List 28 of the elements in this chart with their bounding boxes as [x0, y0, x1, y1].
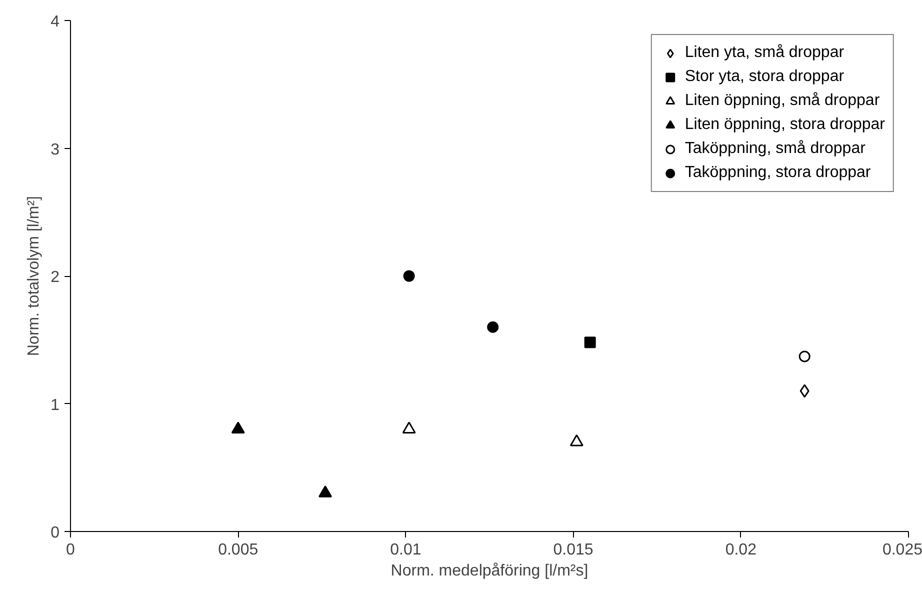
point — [487, 321, 499, 333]
y-tick-label: 0 — [50, 524, 60, 542]
x-tick-label: 0.01 — [390, 542, 422, 558]
y-tick-label: 3 — [50, 141, 60, 158]
legend-label: Stor yta, stora droppar — [684, 68, 844, 86]
point — [584, 336, 596, 348]
point — [231, 422, 245, 434]
point — [798, 350, 810, 362]
point — [800, 384, 810, 398]
y-tick-label: 1 — [50, 396, 60, 414]
point — [402, 422, 416, 434]
y-tick-label: 2 — [50, 269, 60, 286]
y-tick-label: 4 — [50, 14, 60, 30]
x-tick-label: 0 — [66, 542, 76, 558]
x-tick-label: 0.015 — [553, 542, 594, 558]
legend-label: Taköppning, stora droppar — [684, 164, 871, 182]
x-tick-label: 0.005 — [218, 542, 258, 558]
x-axis-title: Norm. medelpåföring [l/m²s] — [390, 562, 588, 580]
legend-label: Liten öppning, små droppar — [684, 92, 880, 110]
x-tick-label: 0.02 — [725, 542, 757, 558]
point — [318, 485, 332, 498]
legend-label: Liten öppning, stora droppar — [684, 116, 885, 134]
point — [403, 270, 415, 282]
legend-label: Liten yta, små droppar — [684, 44, 844, 62]
point — [570, 434, 584, 446]
legend-label: Taköppning, små droppar — [684, 140, 866, 158]
x-tick-label: 0.025 — [882, 542, 922, 558]
y-axis-title: Norm. totalvolym [l/m²] — [26, 196, 43, 356]
